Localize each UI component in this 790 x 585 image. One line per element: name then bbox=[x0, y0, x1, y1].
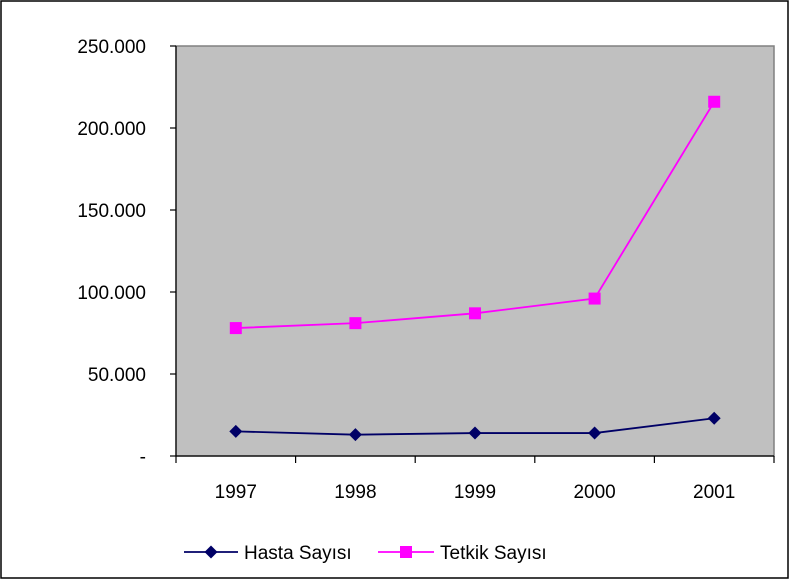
legend-item: Hasta Sayısı bbox=[184, 543, 352, 564]
legend-marker bbox=[400, 546, 412, 558]
x-axis: 1997 1998 1999 2000 2001 bbox=[175, 455, 775, 503]
data-point bbox=[707, 411, 721, 425]
data-point bbox=[349, 317, 362, 330]
y-tick-label: 150.000 bbox=[77, 201, 146, 222]
x-tick-label: 1998 bbox=[334, 482, 376, 503]
data-point bbox=[588, 292, 601, 305]
y-tick-label: 50.000 bbox=[88, 365, 146, 386]
y-tick-label: 250.000 bbox=[77, 37, 146, 58]
x-tick-label: 1999 bbox=[454, 482, 496, 503]
data-point bbox=[708, 95, 721, 108]
data-point bbox=[468, 426, 482, 440]
y-tick-label: 100.000 bbox=[77, 283, 146, 304]
legend-label: Tetkik Sayısı bbox=[440, 543, 547, 564]
data-point bbox=[229, 424, 243, 438]
series-layer bbox=[229, 95, 721, 442]
series-2 bbox=[229, 95, 721, 335]
data-point bbox=[229, 322, 242, 335]
legend: Hasta Sayısı Tetkik Sayısı bbox=[184, 543, 547, 564]
legend-label: Hasta Sayısı bbox=[244, 543, 352, 564]
y-axis: - 50.000 100.000 150.000 200.000 250.000 bbox=[77, 37, 177, 468]
data-point bbox=[348, 428, 362, 442]
data-point bbox=[588, 426, 602, 440]
data-point bbox=[469, 307, 481, 320]
series-1 bbox=[229, 411, 721, 442]
plot-area bbox=[175, 45, 775, 457]
y-tick-label: 200.000 bbox=[77, 119, 146, 140]
y-tick-label: - bbox=[140, 447, 146, 468]
x-tick-label: 1997 bbox=[215, 482, 257, 503]
x-tick-label: 2000 bbox=[573, 482, 615, 503]
legend-item: Tetkik Sayısı bbox=[378, 543, 547, 564]
legend-marker bbox=[204, 545, 218, 559]
x-tick-label: 2001 bbox=[693, 482, 735, 503]
